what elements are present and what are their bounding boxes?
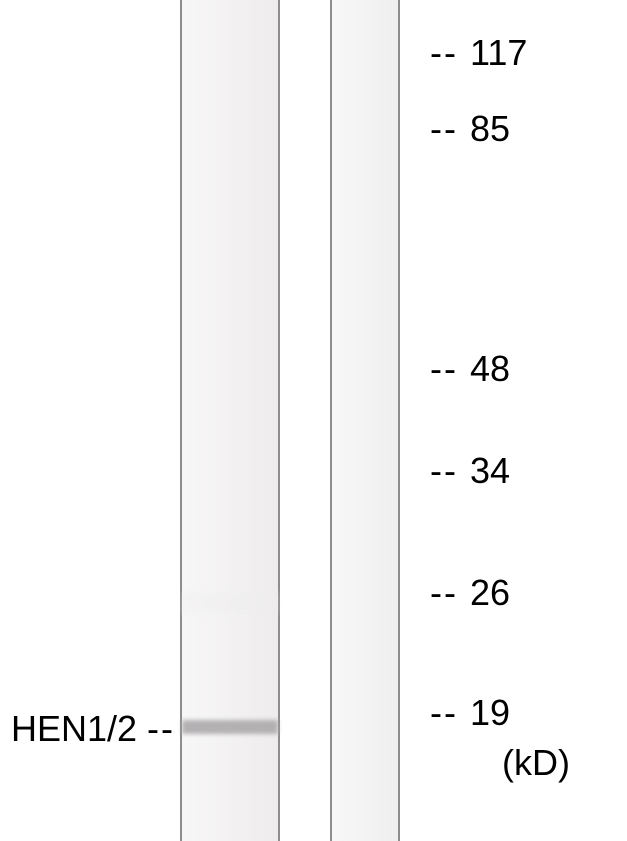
band-sample-1 [182,592,278,614]
mw-value: 48 [470,348,510,389]
mw-marker-34: -- 34 [430,450,510,492]
mw-marker-48: -- 48 [430,348,510,390]
mw-value: 26 [470,572,510,613]
target-band-label: HEN1/2 -- [11,708,175,750]
mw-marker-85: -- 85 [430,108,510,150]
western-blot-figure: -- 117-- 85-- 48-- 34-- 26-- 19(kD)HEN1/… [0,0,627,841]
blot-lane-sample [180,0,280,841]
mw-marker-26: -- 26 [430,572,510,614]
tick-dash-icon: -- [430,572,470,613]
tick-dash-icon: -- [147,708,175,749]
tick-dash-icon: -- [430,32,470,73]
mw-value: 34 [470,450,510,491]
mw-value: 85 [470,108,510,149]
mw-marker-19: -- 19 [430,692,510,734]
mw-marker-117: -- 117 [430,32,527,74]
mw-value: 19 [470,692,510,733]
band-sample-0 [182,720,278,734]
target-label-text: HEN1/2 [11,708,147,749]
tick-dash-icon: -- [430,108,470,149]
tick-dash-icon: -- [430,692,470,733]
mw-unit-label: (kD) [502,742,570,784]
mw-value: 117 [470,32,527,73]
tick-dash-icon: -- [430,348,470,389]
tick-dash-icon: -- [430,450,470,491]
blot-lane-marker [330,0,400,841]
